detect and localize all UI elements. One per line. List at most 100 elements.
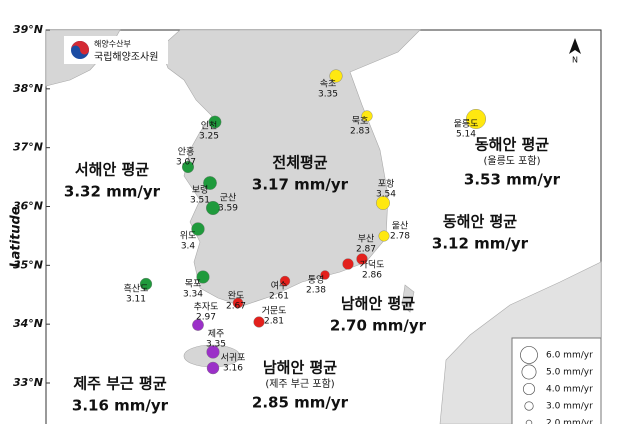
tsushima (401, 284, 415, 313)
station-marker (206, 345, 220, 359)
y-axis-label: Latitude (9, 206, 24, 268)
station-marker (206, 361, 220, 375)
station-marker (181, 160, 195, 174)
station-marker (139, 277, 153, 291)
average-title: 남해안 평균 (341, 295, 415, 313)
station-marker (466, 109, 486, 129)
legend-circle (520, 346, 538, 364)
station-value: 3.16 (223, 364, 243, 374)
station-value: 3.54 (376, 190, 396, 200)
station-value: 3.59 (218, 204, 238, 214)
station-name: 흑산도 (124, 283, 149, 295)
station-name: 포항 (378, 179, 395, 190)
legend-circle (521, 364, 537, 380)
average-title: 제주 부근 평균 (73, 375, 166, 393)
station-marker (253, 316, 265, 328)
station-value: 3.11 (126, 295, 146, 305)
station-name: 인천 (201, 121, 218, 132)
station-marker (378, 230, 390, 242)
station-marker (361, 110, 373, 122)
average-value: 3.32 mm/yr (64, 183, 161, 201)
station-name: 여수 (271, 280, 288, 292)
station-name: 추자도 (194, 302, 219, 313)
station-name: 목포 (185, 279, 202, 290)
legend-label: 3.0 mm/yr (546, 402, 593, 412)
station-value: 3.07 (176, 158, 196, 168)
average-title: 서해안 평균 (75, 161, 149, 179)
average-value: 3.17 mm/yr (252, 176, 349, 194)
north-label: N (572, 56, 578, 65)
station-value: 2.86 (362, 271, 382, 281)
station-marker (376, 196, 390, 210)
station-name: 울릉도 (454, 119, 479, 130)
station-marker (320, 270, 330, 280)
station-name: 서귀포 (221, 353, 246, 364)
y-tick-label: 38°N (13, 82, 43, 95)
station-value: 2.61 (269, 292, 289, 302)
legend-label: 6.0 mm/yr (546, 351, 593, 361)
station-value: 2.67 (226, 302, 246, 312)
station-marker (208, 115, 222, 129)
station-value: 2.97 (196, 313, 216, 323)
station-name: 가덕도 (360, 260, 385, 271)
station-name: 울산 (392, 221, 409, 232)
station-value: 2.78 (390, 232, 410, 242)
station-value: 3.4 (181, 242, 196, 252)
station-name: 위도 (180, 231, 197, 242)
station-marker (205, 200, 221, 216)
legend-circle (522, 382, 536, 396)
station-marker (203, 176, 217, 190)
average-title: 전체평균 (272, 154, 327, 172)
station-marker (329, 69, 343, 83)
y-tick-label: 35°N (13, 258, 43, 271)
station-name: 보령 (192, 184, 209, 196)
station-marker (192, 319, 204, 331)
average-title: 남해안 평균 (263, 359, 337, 377)
station-value: 2.81 (264, 317, 284, 327)
station-value: 3.25 (199, 132, 219, 142)
station-value: 3.35 (206, 340, 226, 350)
station-value: 2.87 (356, 245, 376, 255)
station-name: 거문도 (262, 306, 287, 317)
north-arrow (569, 38, 581, 54)
station-name: 군산 (220, 193, 237, 204)
logo-emblem-red (71, 41, 89, 55)
station-name: 속초 (320, 79, 337, 90)
average-value: 2.85 mm/yr (252, 394, 349, 412)
average-value: 2.70 mm/yr (330, 317, 427, 335)
ministry: 해양수산부 (94, 39, 131, 49)
station-name: 완도 (228, 291, 245, 302)
korean-peninsula (159, 29, 421, 307)
legend-circle (525, 419, 533, 424)
station-marker (356, 253, 368, 265)
station-marker (232, 297, 244, 309)
station-value: 3.34 (183, 290, 203, 300)
agency: 국립해양조사원 (94, 50, 158, 63)
legend-circle (524, 401, 534, 411)
station-name: 제주 (208, 329, 225, 340)
station-value: 3.51 (190, 196, 210, 206)
y-tick-label: 39°N (13, 23, 43, 36)
average-value: 3.53 mm/yr (464, 171, 561, 189)
station-marker (191, 222, 205, 236)
y-tick-label: 33°N (13, 376, 43, 389)
station-name: 통영 (308, 275, 325, 286)
station-name: 부산 (358, 234, 375, 245)
station-value: 3.35 (318, 90, 338, 100)
average-note: (울릉도 포함) (484, 155, 541, 167)
legend-label: 4.0 mm/yr (546, 385, 593, 395)
y-tick-label: 37°N (13, 141, 43, 154)
station-name: 안흥 (178, 146, 195, 158)
average-value: 3.16 mm/yr (72, 397, 169, 415)
legend-label: 5.0 mm/yr (546, 368, 593, 378)
average-note: (제주 부근 포함) (265, 378, 334, 390)
average-title: 동해안 평균 (475, 136, 549, 154)
station-value: 2.83 (350, 127, 370, 137)
station-name: 묵호 (352, 116, 369, 127)
station-marker (196, 270, 210, 284)
station-value: 5.14 (456, 130, 476, 140)
average-title: 동해안 평균 (443, 213, 517, 231)
legend-label: 2.0 mm/yr (546, 419, 593, 424)
y-tick-label: 36°N (13, 200, 43, 213)
y-tick-label: 34°N (13, 317, 43, 330)
